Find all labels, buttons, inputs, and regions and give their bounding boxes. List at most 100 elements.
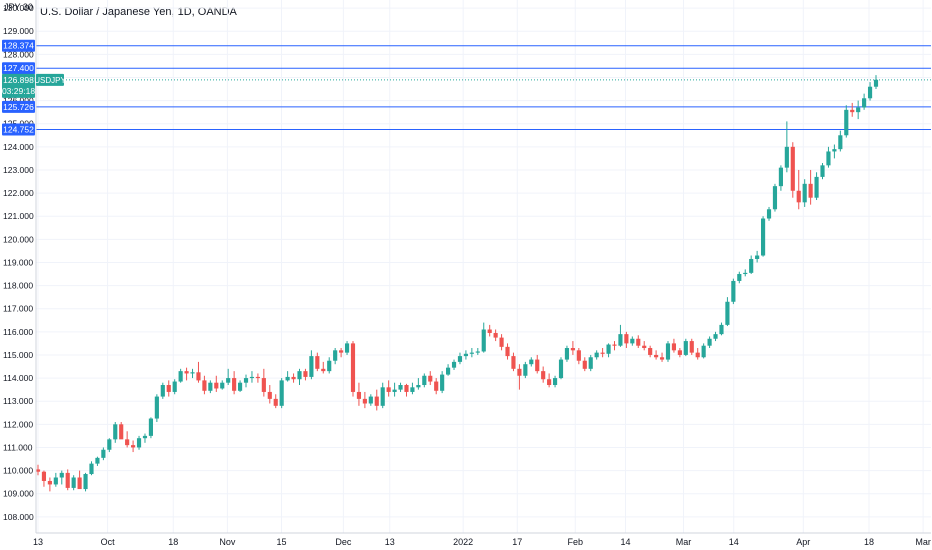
candle-body	[487, 329, 492, 333]
y-tick-label: 112.000	[3, 419, 33, 429]
candle-body	[297, 371, 302, 380]
candle-body	[808, 183, 813, 198]
y-tick-label: 108.000	[3, 512, 34, 522]
x-tick-label: 18	[168, 537, 178, 547]
candle-body	[457, 356, 463, 362]
symbol-badge	[36, 73, 64, 86]
candle-body	[648, 348, 653, 355]
candle-body	[410, 387, 415, 392]
candle-body	[576, 350, 581, 361]
candle-body	[671, 343, 677, 351]
x-tick-label: Oct	[101, 537, 116, 547]
y-tick-label: 118.000	[3, 281, 33, 291]
candle-body	[65, 472, 70, 488]
candle-body	[291, 376, 296, 380]
candle-body	[220, 382, 225, 389]
candle-body	[380, 387, 385, 406]
candle-body	[481, 329, 486, 352]
y-tick-label: 117.000	[3, 304, 33, 314]
chart-legend-title: U.S. Dollar / Japanese Yen, 1D, OANDA	[40, 6, 237, 18]
candle-body	[404, 385, 409, 392]
candle-body	[243, 378, 249, 383]
candle-body	[772, 186, 778, 210]
candle-body	[71, 477, 76, 488]
y-tick-label: 119.000	[3, 257, 33, 267]
candle-body	[606, 344, 611, 354]
candle-body	[594, 352, 599, 358]
candle-body	[695, 352, 700, 358]
candle-body	[701, 345, 706, 358]
candle-body	[873, 79, 879, 87]
x-tick-label: 17	[512, 537, 522, 547]
level-price-label: 125.726	[3, 102, 34, 112]
candle-body	[499, 337, 504, 347]
candle-body	[505, 346, 510, 357]
candle-body	[339, 350, 344, 353]
candle-body	[119, 424, 124, 440]
candle-body	[131, 445, 136, 448]
candle-body	[552, 378, 558, 386]
candle-body	[547, 379, 552, 386]
level-price-label: 124.752	[3, 124, 34, 134]
x-tick-label: Mar	[676, 537, 692, 547]
x-tick-label: 2022	[453, 537, 473, 547]
candle-body	[154, 396, 159, 419]
symbol-label: USDJPY	[34, 76, 66, 85]
candle-body	[279, 380, 284, 406]
x-tick-label: 14	[729, 537, 739, 547]
candle-body	[392, 389, 397, 392]
y-tick-label: 111.000	[3, 442, 33, 452]
candle-body	[107, 439, 112, 450]
x-tick-label: 15	[277, 537, 287, 547]
x-tick-label: Mar	[915, 537, 931, 547]
x-tick-label: Nov	[219, 537, 236, 547]
candle-body	[784, 146, 789, 168]
candle-body	[95, 457, 100, 464]
candle-body	[333, 350, 338, 361]
candle-body	[511, 356, 516, 369]
candle-body	[160, 385, 165, 397]
candle-body	[493, 332, 498, 338]
candle-body	[148, 418, 154, 436]
candle-body	[190, 372, 195, 374]
candle-body	[202, 380, 207, 391]
candle-body	[41, 471, 47, 481]
candle-body	[303, 371, 308, 377]
candle-body	[844, 109, 849, 136]
currency-unit-label: JPY 30	[4, 2, 33, 12]
candle-body	[178, 371, 183, 382]
candle-body	[796, 190, 801, 203]
candle-body	[285, 376, 290, 381]
candle-body	[446, 367, 451, 375]
candle-body	[47, 480, 52, 485]
y-tick-label: 114.000	[3, 373, 33, 383]
candle-body	[267, 391, 272, 399]
y-tick-label: 115.000	[3, 350, 33, 360]
candle-body	[636, 338, 641, 346]
candle-body	[184, 371, 189, 374]
x-tick-label: 13	[385, 537, 395, 547]
x-tick-label: Feb	[568, 537, 584, 547]
candle-body	[832, 149, 837, 152]
candle-body	[362, 398, 367, 404]
candle-body	[814, 176, 819, 198]
candle-body	[850, 109, 855, 113]
candle-body	[558, 359, 564, 379]
candle-body	[802, 183, 807, 203]
candle-body	[755, 255, 760, 259]
candle-body	[766, 209, 772, 219]
candle-body	[582, 360, 587, 369]
x-tick-label: Apr	[796, 537, 810, 547]
candle-body	[564, 348, 570, 360]
y-tick-label: 129.000	[3, 26, 34, 36]
y-tick-label: 116.000	[3, 327, 33, 337]
candle-body	[89, 463, 94, 475]
candle-body	[368, 396, 373, 404]
candle-body	[232, 378, 237, 391]
candle-body	[517, 368, 522, 376]
candle-body	[743, 272, 748, 275]
candle-body	[237, 382, 243, 391]
y-tick-label: 124.000	[3, 142, 34, 152]
candle-body	[83, 474, 88, 490]
